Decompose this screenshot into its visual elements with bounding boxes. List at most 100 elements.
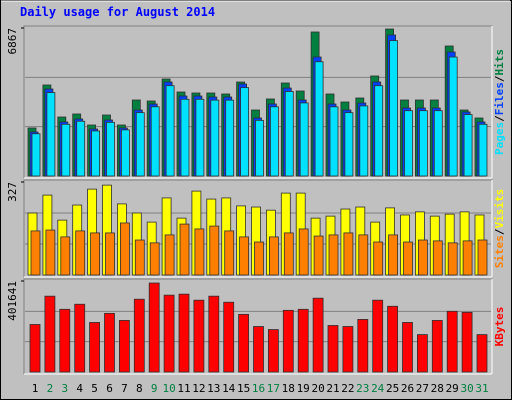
bar	[299, 102, 309, 177]
bar	[46, 92, 56, 177]
bar	[120, 222, 130, 276]
legend-entry: Files	[493, 82, 506, 115]
x-tick-label: 27	[416, 382, 429, 395]
bar	[74, 303, 86, 373]
x-tick-label: 28	[431, 382, 444, 395]
bar	[193, 299, 205, 373]
bar	[59, 308, 71, 373]
bar	[416, 334, 428, 373]
bar	[374, 85, 384, 177]
bar	[358, 234, 369, 276]
bar	[240, 87, 250, 177]
x-tick-label: 8	[136, 382, 143, 395]
x-tick-label: 17	[267, 382, 280, 395]
x-tick-label: 22	[341, 382, 354, 395]
y-tick-label: 6867	[6, 28, 19, 55]
bar	[342, 326, 354, 373]
bar	[104, 312, 115, 373]
bar	[44, 295, 56, 373]
bar	[269, 106, 279, 177]
bar	[75, 230, 86, 276]
bar	[404, 110, 413, 177]
x-tick-label: 21	[326, 382, 339, 395]
x-tick-label: 23	[356, 382, 369, 395]
bar	[208, 295, 220, 373]
bar	[238, 313, 250, 373]
x-tick-label: 29	[446, 382, 459, 395]
legend: Sites/Visits	[493, 189, 506, 269]
legend-entry: KBytes	[493, 307, 506, 347]
bar	[148, 282, 160, 373]
x-tick-label: 25	[386, 382, 399, 395]
bar	[403, 241, 413, 276]
bar	[284, 91, 294, 177]
bar	[133, 298, 145, 373]
bar	[388, 234, 399, 276]
bar	[328, 234, 339, 276]
bar	[417, 239, 428, 276]
bar	[461, 311, 473, 373]
bar	[179, 223, 190, 276]
y-tick-label: 401641	[6, 281, 19, 321]
bar	[119, 320, 130, 373]
x-tick-label: 6	[106, 382, 113, 395]
x-tick-label: 14	[222, 382, 236, 395]
bar	[105, 232, 115, 276]
bar	[254, 241, 264, 276]
x-tick-label: 5	[91, 382, 98, 395]
x-tick-label: 12	[192, 382, 205, 395]
bar	[30, 230, 41, 276]
bar	[387, 305, 399, 373]
bar	[194, 228, 205, 276]
x-tick-label: 19	[297, 382, 310, 395]
bar	[373, 241, 384, 276]
bar	[282, 309, 294, 373]
bar	[225, 99, 235, 177]
bar	[60, 236, 71, 276]
bar	[372, 299, 384, 373]
x-tick-label: 4	[76, 382, 83, 395]
bar	[418, 110, 428, 177]
bar	[312, 297, 324, 373]
bar	[329, 106, 339, 177]
bar	[164, 234, 175, 276]
bar	[31, 133, 41, 177]
bar	[389, 40, 399, 177]
bar	[478, 123, 488, 177]
bar	[180, 98, 190, 177]
legend-entry: Visits	[493, 189, 506, 229]
x-tick-label: 3	[61, 382, 68, 395]
bar	[165, 85, 175, 177]
x-tick-label: 24	[371, 382, 385, 395]
bar	[447, 242, 458, 276]
bar	[431, 320, 443, 373]
legend-separator: /	[493, 75, 506, 82]
legend-separator: /	[493, 228, 506, 235]
x-tick-label: 30	[460, 382, 473, 395]
legend-entry: Hits	[493, 49, 506, 76]
bar	[283, 232, 294, 276]
bar	[343, 232, 354, 276]
bar	[433, 110, 443, 177]
legend-separator: /	[493, 115, 506, 122]
bar	[150, 106, 160, 177]
bar	[134, 239, 145, 276]
bar	[61, 123, 71, 177]
bar	[106, 121, 115, 177]
bar	[195, 98, 205, 177]
x-tick-label: 10	[162, 382, 175, 395]
x-tick-label: 26	[401, 382, 414, 395]
bar	[91, 130, 100, 177]
bar	[446, 310, 458, 373]
bar	[210, 99, 220, 177]
bar	[121, 129, 130, 177]
bar	[29, 324, 41, 373]
bar	[90, 232, 100, 276]
legend-entry: Pages	[493, 122, 506, 155]
x-tick-label: 20	[311, 382, 324, 395]
bar	[298, 228, 309, 276]
bar	[267, 329, 279, 373]
x-tick-label: 11	[177, 382, 190, 395]
bar	[462, 240, 473, 276]
